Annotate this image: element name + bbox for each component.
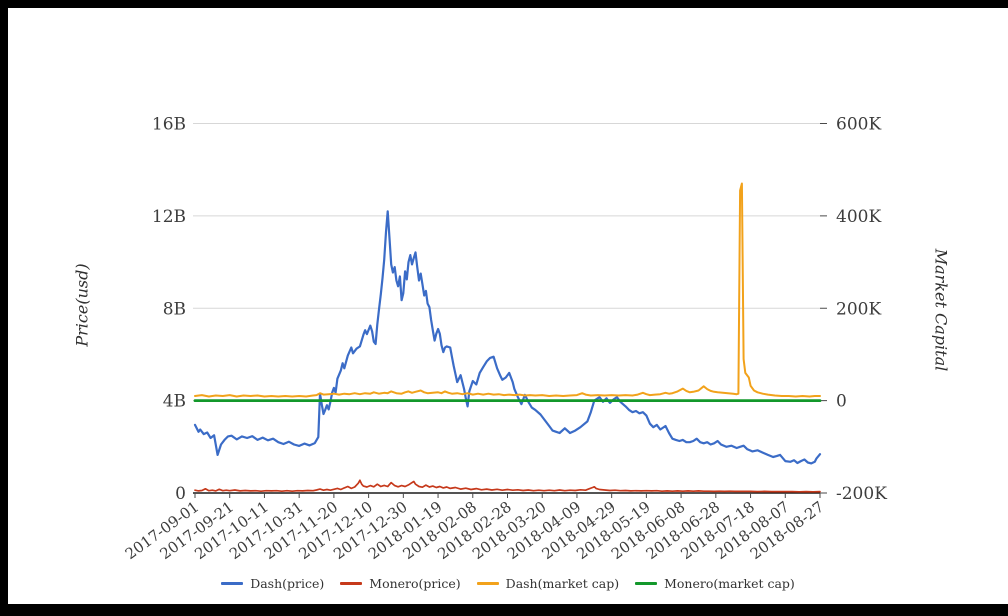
legend-swatch xyxy=(221,582,244,585)
legend-swatch xyxy=(340,582,363,585)
series-line-dash-market-cap xyxy=(194,182,821,398)
series-line-monero-price xyxy=(194,479,821,493)
y-tick-label-left: 16B xyxy=(152,115,186,135)
y-tick-label-right: 200K xyxy=(836,299,881,319)
y-tick-label-right: 600K xyxy=(836,115,881,135)
legend-label: Monero(price) xyxy=(369,576,461,591)
series-line-dash-price xyxy=(193,210,822,465)
y-tick-label-left: 8B xyxy=(163,299,186,319)
y-tick-label-right: 400K xyxy=(836,207,881,227)
y-tick-label-left: 12B xyxy=(152,207,186,227)
y-tick-label-left: 0 xyxy=(175,484,186,504)
legend-item-monero-market-cap[interactable]: Monero(market cap) xyxy=(635,576,795,591)
legend-item-dash-market-cap[interactable]: Dash(market cap) xyxy=(476,576,620,591)
legend-item-monero-price[interactable]: Monero(price) xyxy=(340,576,461,591)
y-tick-label-right: -200K xyxy=(836,484,887,504)
legend: Dash(price) Monero(price) Dash(market cap)… xyxy=(8,576,1008,591)
chart: 0 -200K 4B 0 8B 200K 12B 400K 16B 600K 2017-09-01 2… xyxy=(8,8,1008,604)
legend-swatch xyxy=(635,582,658,585)
legend-label: Monero(market cap) xyxy=(664,576,795,591)
y-tick-label-left: 4B xyxy=(163,392,186,412)
legend-item-dash-price[interactable]: Dash(price) xyxy=(221,576,324,591)
legend-swatch xyxy=(476,582,499,585)
legend-label: Dash(price) xyxy=(250,576,325,591)
y-tick-label-right: 0 xyxy=(836,392,847,412)
legend-label: Dash(market cap) xyxy=(505,576,620,591)
left-axis-title: Price(usd) xyxy=(72,263,92,347)
right-axis-title: Market Capital xyxy=(931,248,951,372)
